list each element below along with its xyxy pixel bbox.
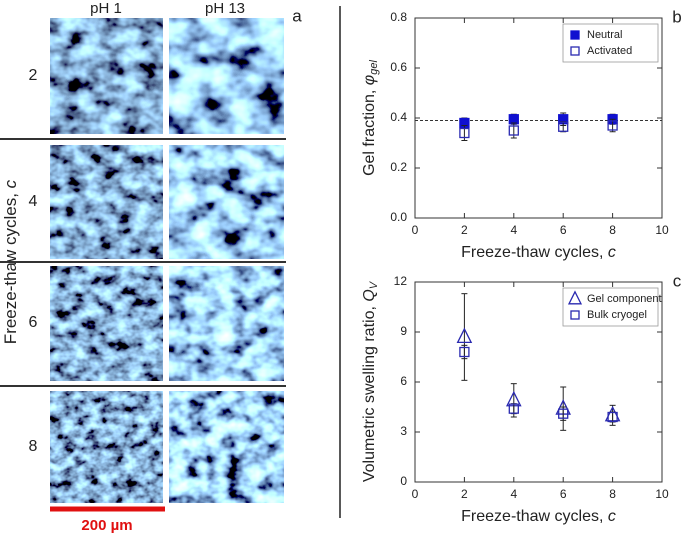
micrograph <box>169 145 284 259</box>
label-symbol: φ <box>361 75 378 85</box>
label-subscript: V <box>368 280 380 289</box>
axis-label: Freeze-thaw cycles, c <box>461 244 616 261</box>
panel-label: a <box>292 6 302 25</box>
legend-marker <box>567 290 583 305</box>
legend-label: Neutral <box>587 29 622 41</box>
panel-label: b <box>672 7 681 26</box>
micrograph <box>50 266 163 381</box>
chart: 0 3 6 9 12 0 2 4 6 8 10 Freeze-thaw cycles, c Volume… <box>361 271 682 525</box>
x-tick-label: 2 <box>461 223 468 237</box>
marker <box>459 127 470 139</box>
micrograph <box>169 266 284 381</box>
x-tick-label: 0 <box>412 487 419 501</box>
x-tick-label: 10 <box>655 487 669 501</box>
x-tick-label: 0 <box>412 223 419 237</box>
y-tick-label: 0.0 <box>390 210 407 224</box>
legend-marker <box>570 310 580 320</box>
axis-label: Freeze-thaw cycles, c <box>461 508 616 525</box>
legend: Gel component Bulk cryogel <box>562 287 662 327</box>
label-text: Volumetric swelling ratio, <box>361 302 378 483</box>
panel-label: c <box>673 271 682 290</box>
axis-label: Volumetric swelling ratio, QV <box>361 280 380 482</box>
label-symbol: Q <box>361 289 378 301</box>
column-header: pH 13 <box>205 0 245 17</box>
marker <box>508 125 519 136</box>
marker <box>456 327 473 344</box>
x-tick-label: 8 <box>609 487 616 501</box>
marker <box>508 114 519 125</box>
label-subscript: gel <box>368 60 380 75</box>
x-tick-label: 4 <box>510 487 517 501</box>
legend-label: Activated <box>587 45 632 57</box>
marker <box>607 411 618 423</box>
row-label: 4 <box>29 193 38 210</box>
micrograph <box>50 391 163 503</box>
marker <box>607 120 618 131</box>
column-header: pH 1 <box>90 0 122 17</box>
y-tick-label: 0 <box>400 474 407 488</box>
label-symbol: c <box>1 179 20 188</box>
micrograph <box>50 145 163 259</box>
marker <box>508 403 519 414</box>
marker <box>459 346 470 358</box>
y-tick-label: 0.4 <box>390 110 407 124</box>
marker <box>558 121 569 132</box>
y-tick-label: 12 <box>394 274 408 288</box>
micrograph <box>169 391 284 503</box>
panel-a: pH 1 pH 13 a 2 4 6 8 Freeze-thaw cycles,… <box>0 0 302 534</box>
x-tick-label: 4 <box>510 223 517 237</box>
y-tick-label: 9 <box>400 324 407 338</box>
legend: Neutral Activated <box>562 23 659 63</box>
marker <box>558 408 569 419</box>
row-label: 8 <box>29 438 38 455</box>
error-bar <box>510 122 517 139</box>
x-tick-label: 2 <box>461 487 468 501</box>
legend-label: Bulk cryogel <box>587 309 647 321</box>
legend-box <box>562 287 659 327</box>
legend-label: Gel component <box>587 293 662 305</box>
x-tick-label: 10 <box>655 223 669 237</box>
label-symbol: c <box>608 244 616 261</box>
x-tick-label: 8 <box>609 223 616 237</box>
y-tick-label: 3 <box>400 424 407 438</box>
row-label: 6 <box>29 314 38 331</box>
y-tick-label: 0.8 <box>390 10 407 24</box>
x-tick-label: 6 <box>560 223 567 237</box>
legend-marker <box>570 46 580 56</box>
label-symbol: c <box>608 508 616 525</box>
label-text: Freeze-thaw cycles, <box>461 244 608 261</box>
micrograph <box>50 18 163 134</box>
micrograph <box>169 18 284 134</box>
legend-marker <box>570 30 580 40</box>
error-bar <box>461 293 468 381</box>
y-tick-label: 0.2 <box>390 160 407 174</box>
y-tick-label: 0.6 <box>390 60 407 74</box>
x-tick-label: 6 <box>560 487 567 501</box>
scale-bar-label: 200 µm <box>81 517 132 534</box>
row-axis-label: Freeze-thaw cycles, c <box>1 179 20 344</box>
legend-box <box>562 23 659 63</box>
chart: 0.0 0.2 0.4 0.6 0.8 0 2 4 6 8 10 Freeze-thaw cycles… <box>361 7 682 261</box>
y-tick-label: 6 <box>400 374 407 388</box>
label-text: Freeze-thaw cycles, <box>461 508 608 525</box>
label-text: Gel fraction, <box>361 85 378 176</box>
label-text: Freeze-thaw cycles, <box>1 188 20 344</box>
axis-label: Gel fraction, φgel <box>361 60 380 176</box>
row-label: 2 <box>29 67 38 84</box>
